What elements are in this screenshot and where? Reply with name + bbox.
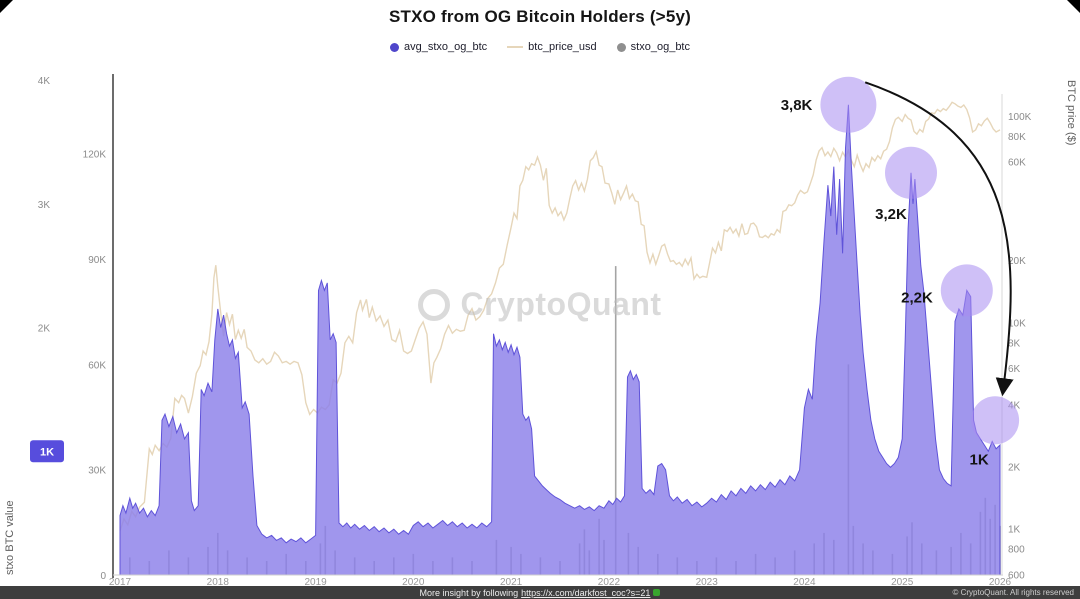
stxo-bar [614,266,617,575]
x-axis-tick: 2024 [793,577,816,588]
annotation-circle [820,76,877,133]
inner-axis-tick: 30K [88,466,106,477]
footer-emoji-icon [653,589,661,596]
footer-link[interactable]: https://x.com/darkfost_coc?s=21 [521,587,651,598]
left-axis-tick: 4K [38,76,51,87]
x-axis-tick: 2020 [402,577,425,588]
footer-bar: More insight by following https://x.com/… [0,586,1080,599]
annotation-circle [885,146,937,199]
inner-axis-tick: 120K [83,150,107,161]
x-axis-tick: 2021 [500,577,523,588]
legend: avg_stxo_og_btc btc_price_usd stxo_og_btc [0,41,1080,53]
legend-label: btc_price_usd [528,41,597,53]
stxo-area [119,104,1001,576]
right-axis-tick: 8K [1008,338,1021,349]
x-axis-tick: 2019 [304,577,327,588]
right-axis-tick: 80K [1008,132,1026,143]
annotation-label: 3,8K [781,97,813,114]
right-axis-tick: 800 [1008,545,1025,556]
right-axis-tick: 1K [1008,525,1021,536]
legend-marker-icon [507,46,524,48]
legend-marker-icon [390,42,399,52]
x-axis-tick: 2025 [891,577,914,588]
footer-text: More insight by following [419,587,519,598]
legend-marker-icon [616,42,626,52]
inner-axis-tick: 60K [88,360,106,371]
trend-arrow [864,81,1014,397]
legend-label: stxo_og_btc [630,41,690,53]
x-axis-tick: 2017 [109,577,132,588]
legend-item-btc_price_usd[interactable]: btc_price_usd [507,41,597,53]
right-axis-tick: 2K [1008,463,1021,474]
right-axis-tick: 10K [1008,318,1026,329]
copyright-text: © CryptoQuant. All rights reserved [952,588,1075,597]
right-axis-tick: 600 [1008,571,1025,582]
btc-price-line [119,101,1001,532]
annotation-circle [940,264,993,317]
right-axis-title: BTC price ($) [1065,80,1077,146]
chart-title: STXO from OG Bitcoin Holders (>5y) [389,7,691,26]
right-axis-tick: 100K [1008,112,1032,123]
right-axis-tick: 6K [1008,364,1021,375]
left-axis-tick: 3K [38,200,51,211]
right-axis-tick: 60K [1008,158,1026,169]
annotation-label: 3,2K [875,206,907,223]
x-axis-tick: 2023 [696,577,719,588]
x-axis-tick: 2022 [598,577,621,588]
annotation-label: 1K [970,451,989,468]
left-axis-tick: 2K [38,324,51,335]
x-axis-tick: 2018 [207,577,230,588]
legend-label: avg_stxo_og_btc [404,41,488,53]
legend-item-stxo_og_btc[interactable]: stxo_og_btc [616,41,690,53]
legend-item-avg_stxo_og_btc[interactable]: avg_stxo_og_btc [390,41,487,53]
annotation-label: 2,2K [901,289,933,306]
left-axis-tick-highlight [30,440,64,463]
x-axis-tick: 2026 [989,577,1012,588]
left-axis-tick: 1K [40,446,54,458]
inner-axis-tick: 0 [100,571,106,582]
inner-axis-tick: 90K [88,255,106,266]
annotation-circle [971,396,1020,445]
right-axis-tick: 20K [1008,256,1026,267]
